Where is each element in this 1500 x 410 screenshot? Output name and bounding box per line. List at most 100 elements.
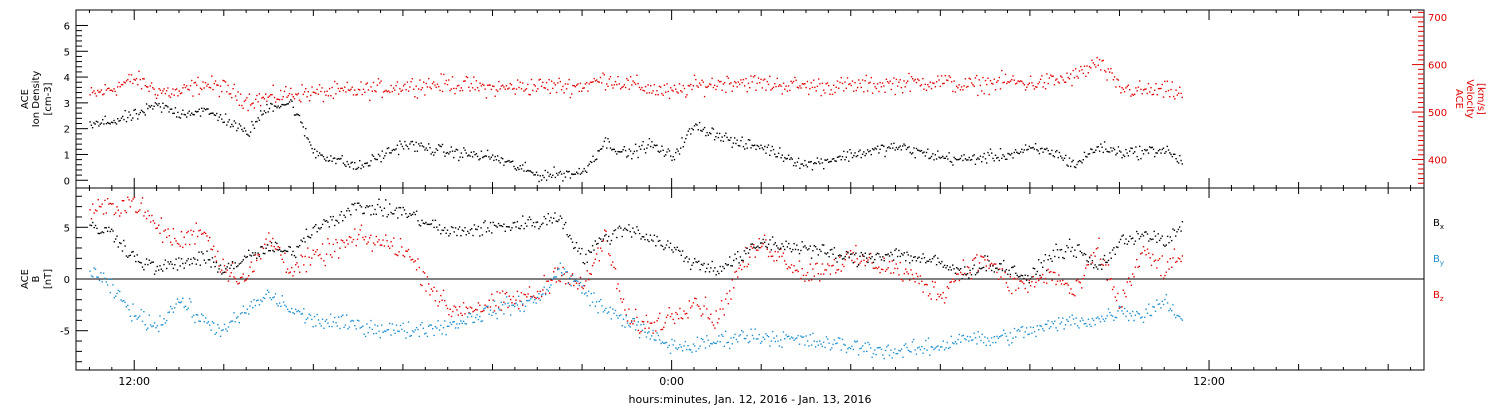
bx-point	[813, 245, 815, 247]
bx-point	[759, 242, 762, 244]
velocity-point	[705, 86, 707, 88]
by-point	[277, 305, 279, 307]
density-point	[402, 148, 405, 150]
bz-point	[886, 268, 888, 271]
velocity-point	[233, 83, 235, 86]
bx-point	[938, 261, 940, 263]
density-point	[1053, 156, 1056, 158]
bz-point	[143, 215, 145, 217]
by-point	[104, 277, 106, 280]
bx-point	[312, 227, 314, 229]
bz-point	[295, 264, 297, 266]
density-point	[675, 151, 677, 154]
bz-point	[409, 256, 411, 258]
bz-point	[1094, 255, 1096, 257]
bz-point	[518, 308, 520, 310]
bx-point	[1048, 254, 1051, 257]
density-point	[1033, 148, 1036, 150]
density-point	[838, 156, 840, 158]
velocity-point	[1017, 80, 1019, 82]
velocity-point	[549, 92, 551, 94]
bx-point	[153, 273, 156, 275]
density-point	[277, 105, 279, 107]
by-point	[561, 272, 563, 274]
density-point	[344, 164, 346, 166]
bx-point	[843, 257, 845, 260]
velocity-point	[206, 85, 208, 87]
bx-point	[579, 253, 582, 255]
bz-point	[1115, 299, 1118, 302]
velocity-point	[944, 75, 946, 77]
velocity-point	[399, 87, 401, 90]
bz-point	[483, 309, 485, 312]
bx-point	[501, 225, 504, 228]
by-point	[120, 299, 122, 301]
by-point	[363, 333, 365, 335]
bx-point	[421, 219, 423, 222]
density-point	[219, 114, 222, 116]
velocity-point	[154, 93, 156, 96]
bx-point	[645, 233, 648, 236]
density-point	[1058, 151, 1061, 154]
by-point	[293, 313, 296, 315]
velocity-point	[95, 95, 98, 97]
by-point	[96, 276, 98, 278]
density-point	[90, 124, 93, 126]
by-point	[288, 310, 290, 313]
by-point	[833, 339, 836, 341]
bz-point	[156, 227, 158, 229]
bx-point	[257, 252, 259, 254]
by-point	[919, 349, 922, 351]
velocity-point	[197, 76, 199, 79]
density-point	[565, 170, 568, 172]
by-point	[708, 345, 711, 347]
by-point	[676, 348, 678, 350]
bz-point	[1180, 260, 1182, 263]
velocity-point	[221, 90, 223, 93]
by-point	[562, 274, 564, 276]
density-point	[335, 162, 337, 165]
bz-point	[475, 308, 477, 311]
velocity-point	[770, 89, 772, 91]
density-point	[229, 126, 232, 128]
by-point	[383, 330, 386, 332]
velocity-point	[449, 89, 451, 92]
velocity-point	[525, 88, 528, 90]
density-point	[1034, 143, 1037, 145]
bx-point	[1107, 259, 1110, 262]
bz-point	[594, 258, 596, 260]
by-point	[555, 276, 557, 278]
density-point	[876, 145, 879, 147]
velocity-point	[455, 87, 457, 90]
density-point	[895, 146, 898, 149]
density-point	[1102, 151, 1104, 154]
velocity-point	[246, 97, 248, 99]
bx-point	[812, 250, 814, 252]
by-point	[366, 323, 368, 325]
bz-point	[375, 235, 377, 238]
density-point	[917, 149, 919, 151]
by-point	[848, 346, 850, 349]
bx-point	[164, 259, 167, 261]
by-point	[460, 320, 462, 322]
velocity-point	[1008, 81, 1010, 84]
x-tick-label: 12:00	[118, 375, 150, 388]
velocity-point	[231, 97, 233, 99]
velocity-point	[993, 78, 995, 80]
density-point	[321, 154, 323, 156]
by-point	[903, 344, 905, 347]
bx-point	[217, 271, 219, 273]
bz-point	[313, 253, 316, 256]
by-point	[1011, 342, 1013, 344]
bx-point	[750, 243, 752, 245]
bx-point	[321, 223, 324, 226]
density-point	[737, 144, 740, 147]
velocity-point	[406, 81, 409, 83]
bx-point	[516, 221, 519, 223]
by-point	[587, 290, 590, 292]
bz-point	[1110, 278, 1112, 280]
bx-point	[1146, 233, 1149, 235]
by-point	[692, 343, 695, 345]
bx-point	[311, 234, 313, 236]
density-point	[515, 169, 518, 171]
